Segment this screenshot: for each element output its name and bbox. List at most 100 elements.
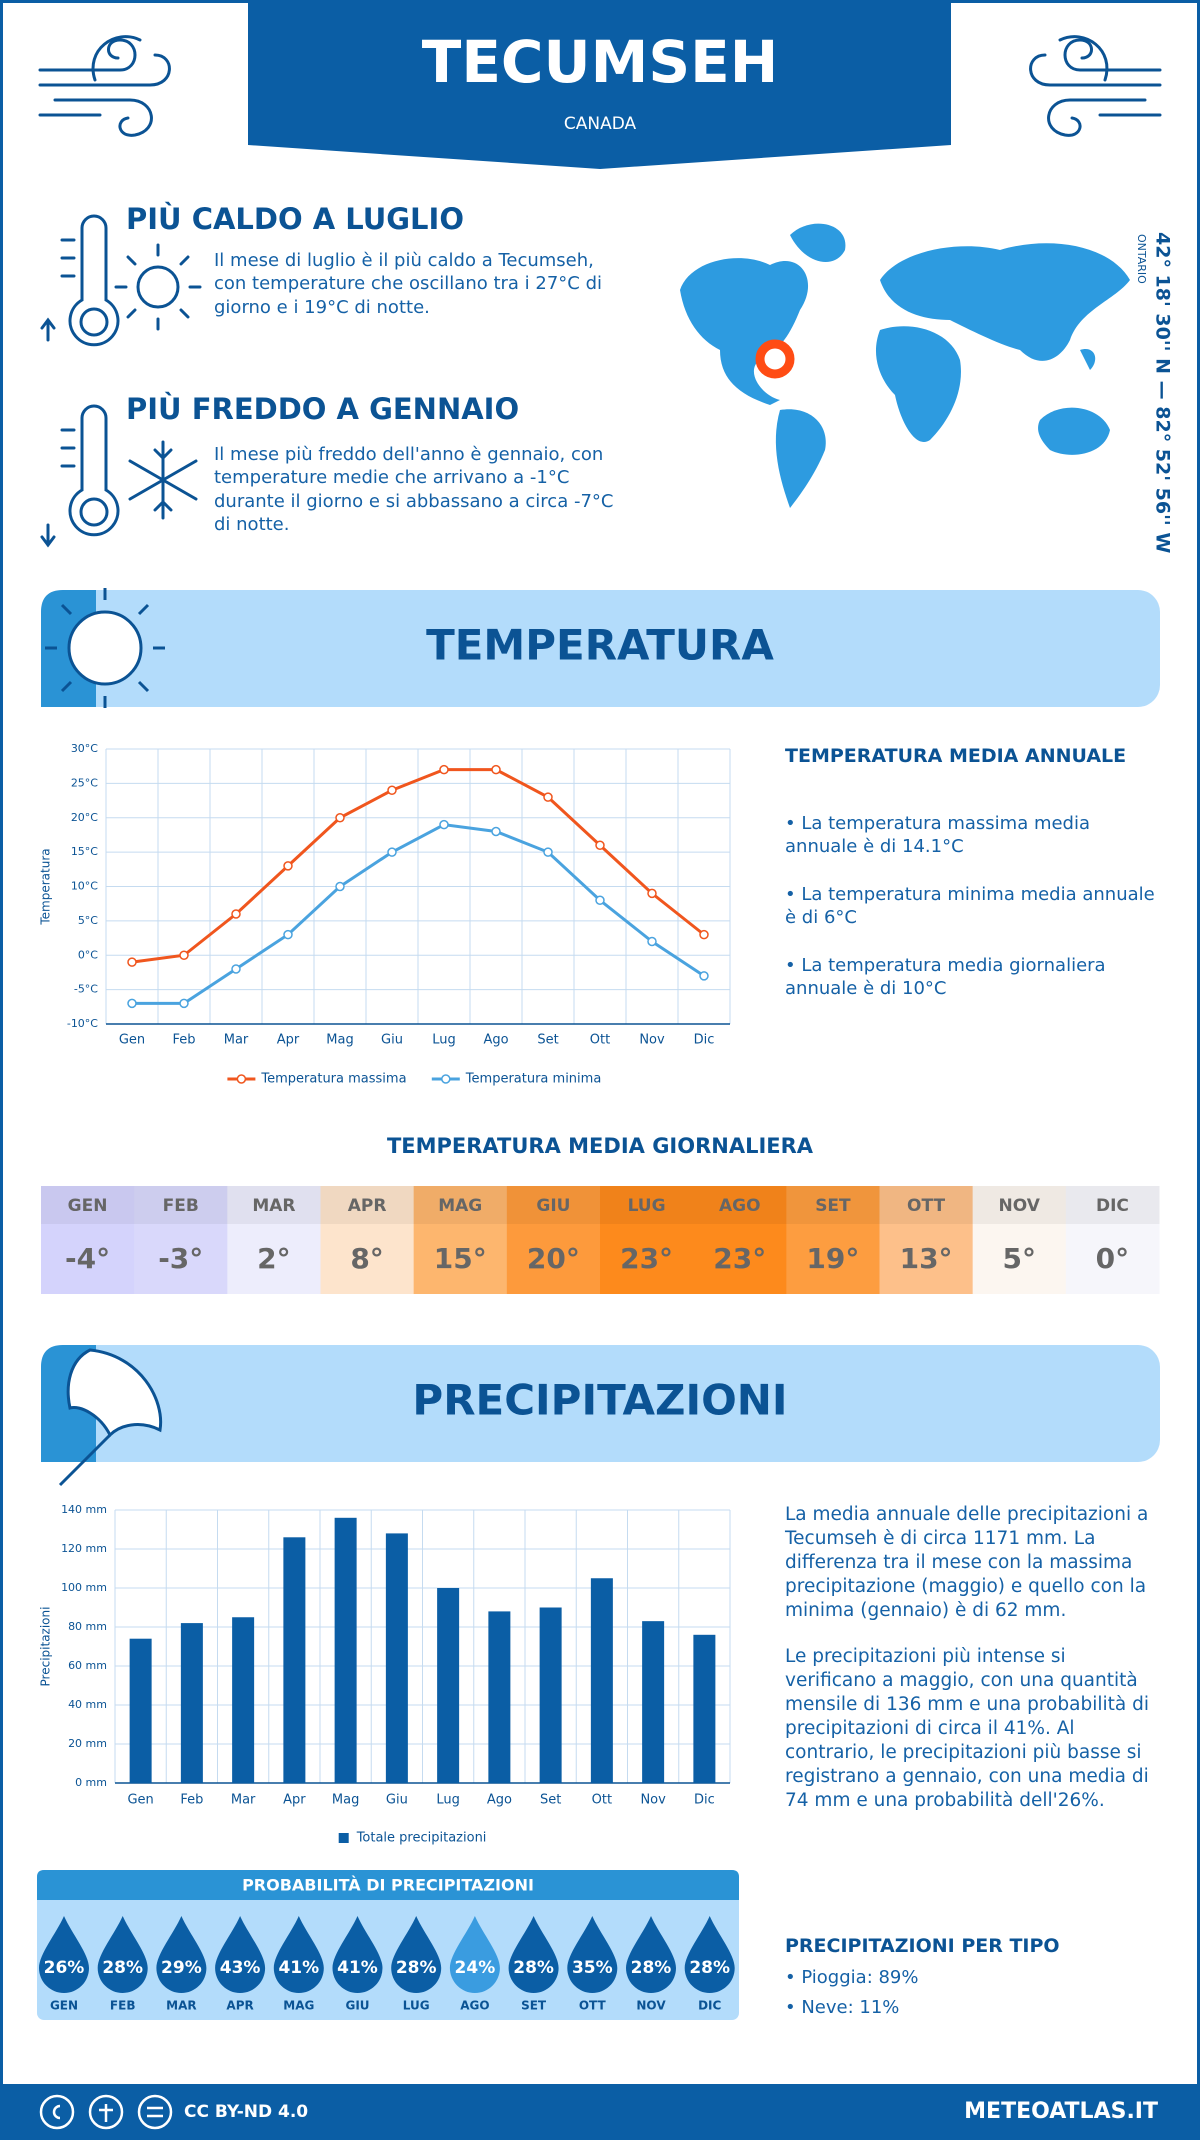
y-tick-label: 140 mm xyxy=(61,1503,107,1516)
point xyxy=(335,881,345,892)
month-header-cell xyxy=(41,1186,135,1224)
month-label: GEN xyxy=(68,1196,108,1216)
temperature-cell xyxy=(879,1224,974,1294)
month-header-shade xyxy=(134,1186,228,1224)
month-header-cell xyxy=(786,1186,880,1224)
point xyxy=(127,957,137,967)
temperature-cell xyxy=(134,1224,228,1294)
wind-icon xyxy=(1029,35,1162,137)
month-header-shade xyxy=(413,1186,508,1224)
month-label: FEB xyxy=(110,1999,136,2013)
month-label: MAG xyxy=(283,1999,314,2013)
y-tick-label: 0°C xyxy=(78,948,98,961)
probability-label: 29% xyxy=(161,1958,202,1978)
x-tick-label: Set xyxy=(537,1033,558,1048)
thermometer-cold-icon xyxy=(40,404,198,548)
probability-label: 28% xyxy=(689,1958,730,1978)
legend-swatch xyxy=(338,1833,349,1843)
temperature-label: 0° xyxy=(1096,1242,1129,1275)
x-tick-label: Ago xyxy=(483,1033,508,1048)
point xyxy=(387,847,397,857)
world-map xyxy=(680,223,1130,508)
y-axis-label: Precipitazioni xyxy=(39,1607,53,1687)
point xyxy=(283,861,293,871)
rain-drop xyxy=(391,1916,442,1993)
x-tick-label: Dic xyxy=(694,1033,715,1048)
bar xyxy=(385,1533,408,1783)
y-tick-label: 30°C xyxy=(71,742,98,755)
bar xyxy=(693,1634,716,1783)
temperature-cell xyxy=(693,1224,787,1294)
legend-label: Temperatura massima xyxy=(260,1072,406,1087)
month-header-shade xyxy=(972,1186,1067,1224)
section-title: PRECIPITAZIONI xyxy=(412,1376,787,1425)
section-banner xyxy=(41,1345,1160,1462)
point xyxy=(179,950,189,960)
temperature-cell xyxy=(1065,1224,1160,1294)
probability-label: 28% xyxy=(102,1958,143,1978)
title: TECUMSEH xyxy=(422,28,779,96)
temperature-cell xyxy=(972,1224,1067,1294)
y-tick-label: 20°C xyxy=(71,811,98,824)
license: CC BY-ND 4.0 xyxy=(184,2102,308,2122)
warmest-title: PIÙ CALDO A LUGLIO xyxy=(126,202,464,236)
month-label: MAG xyxy=(438,1196,482,1216)
month-label: MAR xyxy=(252,1196,295,1216)
bar xyxy=(180,1623,203,1783)
x-tick-label: Apr xyxy=(277,1033,300,1048)
precipitation-paragraph: La media annuale delle precipitazioni a … xyxy=(785,1504,1149,1622)
month-header-shade xyxy=(693,1186,787,1224)
bar xyxy=(232,1617,255,1783)
month-label: DIC xyxy=(698,1999,721,2013)
month-header-shade xyxy=(227,1186,321,1224)
rain-drop xyxy=(156,1916,207,1993)
month-header-cell xyxy=(600,1186,694,1224)
line xyxy=(132,823,705,1005)
rain-drop xyxy=(332,1916,383,1993)
bar xyxy=(283,1537,306,1783)
temperature-label: 8° xyxy=(350,1242,383,1275)
probability-label: 41% xyxy=(337,1958,378,1978)
y-tick-label: 15°C xyxy=(71,845,98,858)
footer-bar xyxy=(0,2084,1200,2140)
location-marker xyxy=(755,339,795,379)
y-tick-label: 60 mm xyxy=(68,1659,107,1672)
month-label: NOV xyxy=(999,1196,1041,1216)
temperature-label: 19° xyxy=(806,1242,859,1275)
point xyxy=(231,909,241,919)
x-tick-label: Mar xyxy=(224,1033,249,1048)
month-header-cell xyxy=(413,1186,508,1224)
country: CANADA xyxy=(564,114,637,134)
point xyxy=(491,764,501,775)
x-tick-label: Lug xyxy=(436,1793,460,1808)
line xyxy=(131,768,705,964)
annual-bullet: • La temperatura minima media annuale è … xyxy=(785,884,1155,929)
temperature-cell xyxy=(320,1224,415,1294)
section-banner xyxy=(41,590,1160,707)
x-tick-label: Ott xyxy=(590,1033,610,1048)
point xyxy=(439,764,449,775)
x-tick-label: Feb xyxy=(172,1033,195,1048)
header-banner xyxy=(248,0,951,169)
month-header-shade xyxy=(786,1186,880,1224)
x-tick-label: Mar xyxy=(231,1793,256,1808)
x-tick-label: Dic xyxy=(694,1793,715,1808)
probability-box xyxy=(37,1870,739,2020)
x-tick-label: Feb xyxy=(180,1793,203,1808)
point xyxy=(543,847,553,857)
probability-label: 43% xyxy=(220,1958,261,1978)
annual-bullet: • La temperatura media giornaliera annua… xyxy=(785,955,1106,1000)
y-tick-label: 5°C xyxy=(78,914,98,927)
month-header-shade xyxy=(506,1186,601,1224)
month-header-shade xyxy=(600,1186,694,1224)
month-label: LUG xyxy=(628,1196,666,1216)
rain-drop xyxy=(273,1916,324,1993)
month-label: GIU xyxy=(345,1999,369,2013)
probability-header xyxy=(37,1870,739,1900)
rain-drop xyxy=(684,1916,735,1993)
y-tick-label: 80 mm xyxy=(68,1620,107,1633)
point xyxy=(179,998,189,1009)
y-tick-label: -5°C xyxy=(74,983,98,996)
month-label: OTT xyxy=(579,1999,607,2013)
